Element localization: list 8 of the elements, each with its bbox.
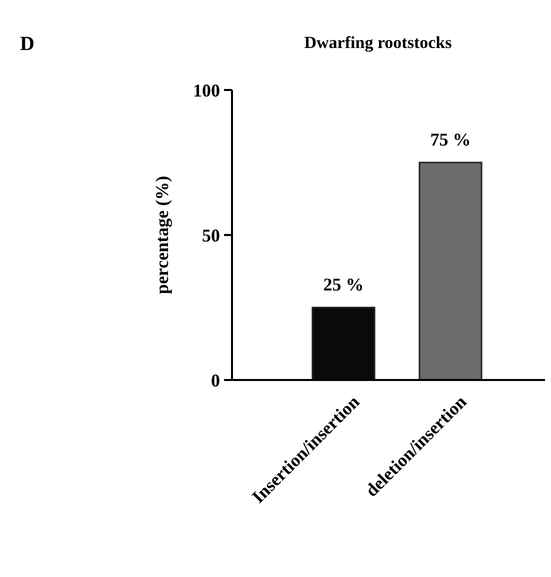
y-tick-label: 0 xyxy=(211,370,220,390)
data-label: 25 % xyxy=(323,274,364,294)
chart-title: Dwarfing rootstocks xyxy=(304,33,452,52)
y-tick-label: 50 xyxy=(202,225,220,246)
y-axis-title: percentage (%) xyxy=(152,176,172,294)
data-label: 75 % xyxy=(430,130,471,150)
text: D xyxy=(20,33,34,55)
y-tick-label: 100 xyxy=(193,80,220,100)
